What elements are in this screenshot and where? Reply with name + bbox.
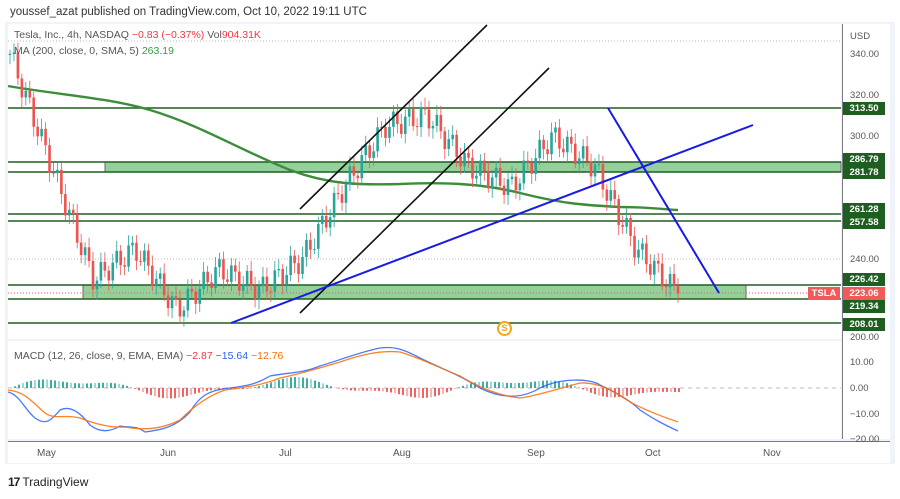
brand-name: TradingView <box>22 475 89 489</box>
publisher-line: youssef_azat published on TradingView.co… <box>10 6 367 18</box>
price-tick: 340.00 <box>850 49 880 60</box>
level-tag: 261.28 <box>843 203 885 216</box>
macd-histogram-value: −2.87 <box>186 350 213 362</box>
symbol-tag: TSLA <box>808 287 840 300</box>
ma-label: MA (200, close, 0, SMA, 5) <box>14 45 139 57</box>
currency-label: USD <box>850 31 871 42</box>
macd-tick: 0.00 <box>850 383 869 394</box>
macd-label: MACD (12, 26, close, 9, EMA, EMA) <box>14 350 184 362</box>
price-tick: 240.00 <box>850 254 880 265</box>
macd-line-value: −15.64 <box>215 350 249 362</box>
price-tick: 320.00 <box>850 90 880 101</box>
tradingview-logo-icon: 17 <box>8 475 20 489</box>
month-label: Jun <box>160 448 177 459</box>
month-label: Oct <box>645 448 661 459</box>
split-marker[interactable]: S <box>497 321 512 336</box>
time-axis[interactable] <box>8 441 890 463</box>
price-scale[interactable] <box>842 24 890 439</box>
symbol-legend: Tesla, Inc., 4h, NASDAQ −0.83 (−0.37%) V… <box>14 29 261 41</box>
price-pane[interactable] <box>8 24 841 439</box>
macd-legend[interactable]: MACD (12, 26, close, 9, EMA, EMA) −2.87 … <box>14 350 283 362</box>
macd-signal-value: −12.76 <box>250 350 284 362</box>
month-label: Sep <box>527 448 545 459</box>
month-label: Nov <box>763 448 781 459</box>
level-tag: 257.58 <box>843 216 885 229</box>
level-tag: 226.42 <box>843 273 885 286</box>
ma-legend[interactable]: MA (200, close, 0, SMA, 5) 263.19 <box>14 45 174 57</box>
price-change: −0.83 (−0.37%) <box>131 29 205 41</box>
volume-label: Vol <box>207 29 222 41</box>
level-tag: 208.01 <box>843 318 885 331</box>
macd-tick: −10.00 <box>850 409 880 420</box>
level-tag: 313.50 <box>843 102 885 115</box>
month-label: Aug <box>393 448 411 459</box>
level-tag: 219.34 <box>843 300 885 313</box>
level-tag: 286.79 <box>843 153 885 166</box>
last-price-tag: 223.06 <box>843 287 885 300</box>
price-tick: 200.00 <box>850 332 880 343</box>
symbol-description: Tesla, Inc., 4h, NASDAQ <box>14 29 129 41</box>
tradingview-brand[interactable]: 17 TradingView <box>8 475 88 489</box>
month-label: May <box>37 448 56 459</box>
level-tag: 281.78 <box>843 166 885 179</box>
month-label: Jul <box>279 448 292 459</box>
price-tick: 300.00 <box>850 131 880 142</box>
macd-tick: −20.00 <box>850 434 880 445</box>
ma-value: 263.19 <box>141 45 174 57</box>
macd-tick: 10.00 <box>850 357 874 368</box>
volume-value: 904.31K <box>221 29 261 41</box>
